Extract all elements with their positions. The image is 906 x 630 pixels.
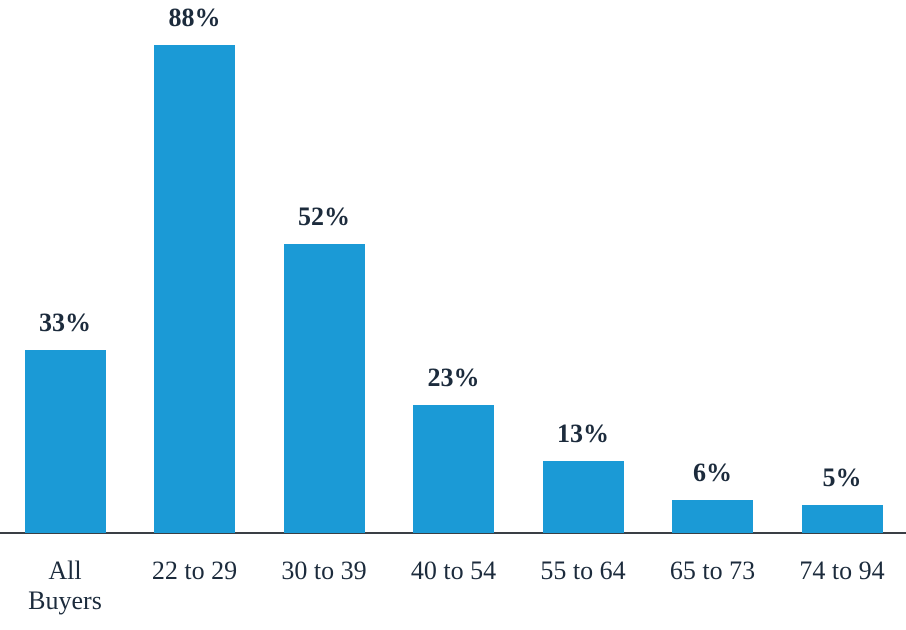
- data-label: 88%: [168, 2, 221, 32]
- data-label: 5%: [822, 463, 862, 493]
- x-tick-label: 74 to 94: [799, 556, 885, 585]
- bar: [413, 405, 494, 533]
- x-tick-label: 22 to 29: [151, 556, 238, 585]
- x-axis-line: [0, 532, 906, 534]
- bar: [154, 44, 235, 533]
- bar: [542, 460, 624, 533]
- data-label: 52%: [298, 202, 350, 232]
- x-tick-label: 40 to 54: [410, 556, 497, 585]
- x-tick-label: 55 to 64: [540, 556, 626, 585]
- bar: [24, 349, 106, 533]
- bar: [283, 244, 365, 533]
- x-tick-label: All Buyers: [28, 556, 102, 615]
- data-label: 13%: [557, 418, 609, 448]
- data-label: 6%: [693, 457, 732, 487]
- data-label: 33%: [39, 307, 91, 337]
- x-tick-label: 65 to 73: [669, 556, 756, 585]
- bar: [672, 499, 753, 533]
- data-label: 23%: [427, 363, 480, 393]
- bar: [801, 505, 883, 533]
- x-tick-label: 30 to 39: [281, 556, 367, 585]
